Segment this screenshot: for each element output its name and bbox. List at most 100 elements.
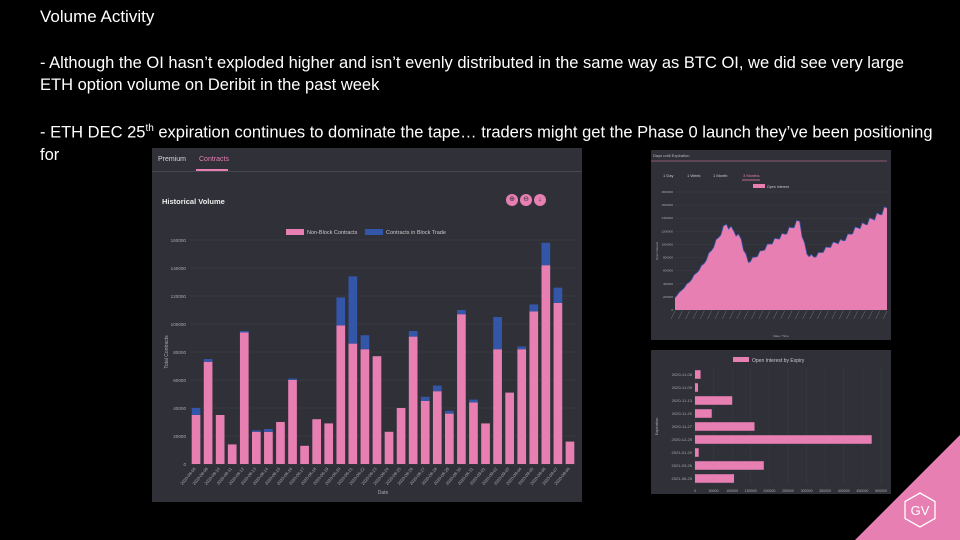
exp-x-tick-label: 350000	[819, 489, 831, 493]
tab-separator	[152, 171, 582, 172]
exp-bar	[695, 383, 698, 392]
oi-y-tick-label: 200000	[663, 295, 673, 299]
bar-nonblock	[408, 336, 418, 464]
oi-x-tick	[729, 310, 734, 320]
bar-nonblock	[215, 415, 225, 464]
legend-label-nonblock: Non-Block Contracts	[307, 230, 358, 236]
exp-x-tick-label: 400000	[838, 489, 850, 493]
corner-triangle	[855, 435, 960, 540]
exp-legend-swatch	[733, 357, 749, 362]
bar-block	[203, 359, 213, 362]
bullet2-text: - ETH DEC 25	[40, 123, 146, 142]
bar-block	[445, 410, 454, 414]
exp-x-tick-label: 100000	[726, 489, 738, 493]
oi-x-tick	[838, 310, 844, 320]
bar-nonblock	[300, 445, 309, 464]
exp-bar	[695, 409, 712, 418]
bar-block	[529, 304, 539, 312]
oi-x-tick	[846, 310, 851, 320]
bar-nonblock	[264, 431, 273, 464]
bar-block	[408, 331, 418, 337]
exp-legend-label: Open Interest by Expiry	[752, 358, 805, 364]
bar-block	[469, 399, 478, 403]
bar-nonblock	[227, 444, 237, 464]
oi-x-tick	[765, 310, 771, 320]
oi-range-tab: 1 Month	[713, 173, 727, 178]
zoom-out-icon[interactable]: ⊖	[520, 194, 532, 206]
exp-bar	[695, 422, 755, 431]
oi-x-tick	[875, 310, 880, 320]
oi-x-tick	[853, 310, 858, 320]
oi-y-tick-label: 0	[671, 308, 673, 312]
oi-x-tick	[670, 310, 676, 320]
exp-y-tick-label: 2021-03-26	[672, 463, 693, 468]
oi-y-tick-label: 400000	[663, 282, 673, 286]
exp-bar	[695, 448, 699, 457]
zoom-in-icon[interactable]: ⊕	[506, 194, 518, 206]
oi-legend-swatch	[753, 184, 765, 188]
oi-y-tick-label: 1800000	[661, 190, 673, 194]
bar-nonblock	[203, 361, 213, 464]
oi-range-tab: 1 Week	[687, 173, 701, 178]
exp-x-tick-label: 0	[694, 489, 696, 493]
gv-logo-text: GV	[911, 503, 930, 518]
bar-block	[553, 287, 563, 303]
exp-x-tick-label: 150000	[745, 489, 757, 493]
historical-volume-chart: 0 20000 40000 60000 80000 100000 120000 140000 1…	[164, 229, 576, 496]
bullet2-superscript: th	[145, 123, 154, 134]
tab-premium[interactable]: Premium	[158, 156, 187, 163]
y-tick-label: 60000	[173, 378, 186, 383]
oi-x-tick	[860, 310, 866, 320]
bar-block	[432, 385, 442, 392]
oi-x-tick	[824, 310, 829, 320]
bar-nonblock	[239, 332, 249, 464]
oi-y-tick-label: 600000	[663, 269, 673, 273]
oi-x-axis-label: Date / Time	[773, 334, 789, 338]
legend-swatch-nonblock	[286, 229, 304, 235]
bullet-oi-note: - Although the OI hasn’t exploded higher…	[40, 54, 904, 94]
oi-legend-label: Open Interest	[767, 185, 789, 189]
oi-x-tick	[831, 310, 837, 320]
oi-x-tick	[868, 310, 873, 320]
oi-x-tick	[809, 310, 815, 320]
legend-label-block: Contracts in Block Trade	[386, 230, 446, 236]
oi-x-tick	[795, 310, 800, 320]
bar-block	[541, 242, 551, 266]
bar-nonblock	[288, 380, 297, 464]
oi-x-tick	[817, 310, 822, 320]
bar-nonblock	[481, 423, 490, 464]
gv-logo-icon: GV	[904, 492, 936, 528]
y-tick-label: 140000	[171, 266, 187, 271]
exp-y-tick-label: 2020-11-20	[672, 411, 693, 416]
oi-x-tick	[882, 310, 888, 320]
bar-nonblock	[565, 441, 575, 464]
exp-bar	[695, 370, 701, 379]
oi-x-tick	[700, 310, 705, 320]
bar-nonblock	[469, 402, 478, 464]
oi-x-tick	[678, 310, 683, 320]
exp-y-tick-label: 2021-01-29	[672, 450, 693, 455]
bar-block	[191, 408, 201, 415]
bar-nonblock	[191, 415, 201, 464]
bar-nonblock	[276, 422, 285, 464]
tab-contracts[interactable]: Contracts	[199, 156, 229, 163]
bar-nonblock	[384, 431, 394, 464]
y-tick-label: 40000	[173, 406, 186, 411]
exp-y-tick-label: 2020-12-25	[672, 437, 693, 442]
download-icon[interactable]: ↓	[534, 194, 546, 206]
bar-block	[457, 310, 466, 315]
bar-block	[360, 335, 370, 350]
oi-x-tick	[685, 310, 690, 320]
exp-bar	[695, 396, 733, 405]
exp-y-tick-label: 2020-11-27	[672, 424, 693, 429]
legend-swatch-block	[365, 229, 383, 235]
oi-x-tick	[780, 310, 785, 320]
slide-title: Volume Activity	[40, 7, 155, 26]
bar-nonblock	[360, 349, 370, 464]
bar-block	[348, 276, 358, 344]
oi-x-tick	[707, 310, 712, 320]
bar-nonblock	[336, 325, 346, 464]
exp-y-tick-label: 2020-11-08	[672, 372, 693, 377]
bar-block	[420, 396, 430, 401]
exp-bar	[695, 435, 872, 444]
